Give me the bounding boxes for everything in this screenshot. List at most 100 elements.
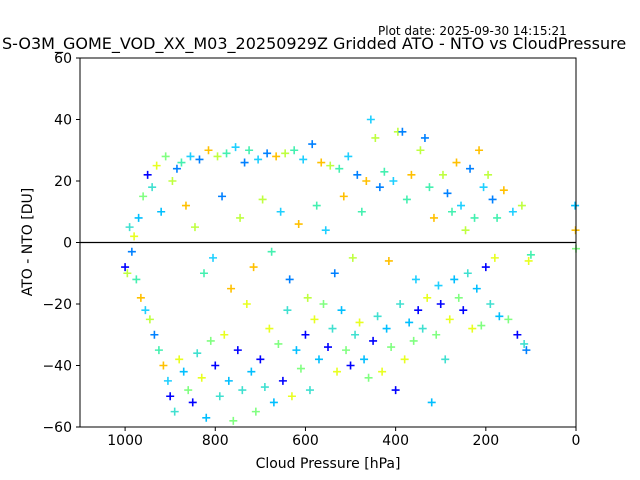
data-point (459, 306, 468, 315)
data-point (188, 398, 197, 407)
data-point (335, 164, 344, 173)
data-point (427, 398, 436, 407)
data-point (163, 376, 172, 385)
data-point (159, 361, 168, 370)
data-point (211, 361, 220, 370)
data-point (389, 177, 398, 185)
data-point (337, 306, 346, 315)
data-point (346, 361, 355, 370)
data-point (348, 253, 357, 262)
y-tick-label: −20 (42, 297, 72, 313)
data-point (402, 195, 411, 204)
data-point (202, 413, 211, 422)
data-point (305, 386, 314, 395)
plot-date: Plot date: 2025-09-30 14:15:21 (378, 24, 567, 38)
data-point (130, 232, 139, 241)
data-point (423, 293, 432, 302)
data-point (378, 367, 387, 376)
y-tick-label: −60 (42, 420, 72, 436)
data-point (218, 192, 227, 201)
data-point (445, 315, 454, 324)
data-point (380, 167, 389, 176)
data-point (224, 376, 233, 385)
data-point (508, 207, 517, 216)
data-point (283, 306, 292, 315)
data-point (152, 161, 161, 170)
data-point (242, 300, 251, 308)
data-point (371, 133, 380, 142)
data-point (366, 115, 375, 124)
data-point (463, 269, 472, 278)
data-point (296, 364, 305, 373)
data-point (351, 330, 360, 339)
data-point (454, 293, 463, 302)
data-point (481, 263, 490, 272)
data-point (240, 158, 249, 167)
data-point (166, 392, 175, 401)
x-tick-label: 400 (382, 433, 409, 449)
data-point (414, 306, 423, 315)
data-point (245, 146, 254, 155)
data-point (364, 373, 373, 382)
data-point (121, 263, 130, 272)
data-point (353, 170, 362, 179)
data-point (179, 367, 188, 376)
data-point (213, 152, 222, 161)
data-point (258, 195, 267, 204)
data-point (170, 407, 179, 416)
data-point (326, 161, 335, 170)
data-point (522, 346, 531, 355)
data-point (172, 164, 181, 173)
data-point (251, 407, 260, 416)
data-point (407, 170, 416, 179)
data-point (493, 213, 502, 222)
data-point (231, 143, 240, 152)
data-point (457, 201, 466, 210)
data-point (314, 355, 323, 364)
data-point (355, 318, 364, 327)
data-point (466, 164, 475, 173)
data-point (425, 183, 434, 192)
data-point (420, 133, 429, 142)
data-point (161, 152, 170, 161)
data-point (238, 386, 247, 395)
x-tick-label: 200 (472, 433, 499, 449)
data-point (375, 183, 384, 192)
data-point (141, 306, 150, 315)
data-point (229, 416, 238, 425)
data-point (398, 127, 407, 136)
y-tick-label: 20 (54, 174, 72, 190)
data-point (475, 146, 484, 155)
data-point (330, 269, 339, 278)
data-point (177, 158, 186, 167)
data-point (391, 386, 400, 395)
data-point (342, 346, 351, 355)
data-point (310, 315, 319, 324)
data-point (317, 158, 326, 167)
data-point (285, 275, 294, 284)
data-point (344, 152, 353, 161)
data-point (267, 247, 276, 256)
data-point (484, 170, 493, 179)
data-point (308, 140, 317, 149)
data-point (339, 192, 348, 201)
data-point (206, 336, 215, 345)
data-point (200, 269, 208, 278)
data-point (441, 355, 450, 364)
x-tick-label: 800 (202, 433, 229, 449)
data-point (324, 343, 332, 352)
data-point (418, 324, 427, 333)
x-tick-label: 600 (292, 433, 319, 449)
data-point (233, 346, 242, 355)
data-point (477, 321, 486, 330)
data-point (495, 312, 504, 321)
data-point (387, 343, 396, 352)
data-point (517, 201, 526, 210)
data-point (490, 253, 499, 262)
data-point (145, 315, 154, 324)
data-point (333, 367, 342, 376)
data-point (265, 324, 274, 333)
y-tick-label: 40 (54, 113, 72, 129)
data-point (405, 318, 414, 327)
